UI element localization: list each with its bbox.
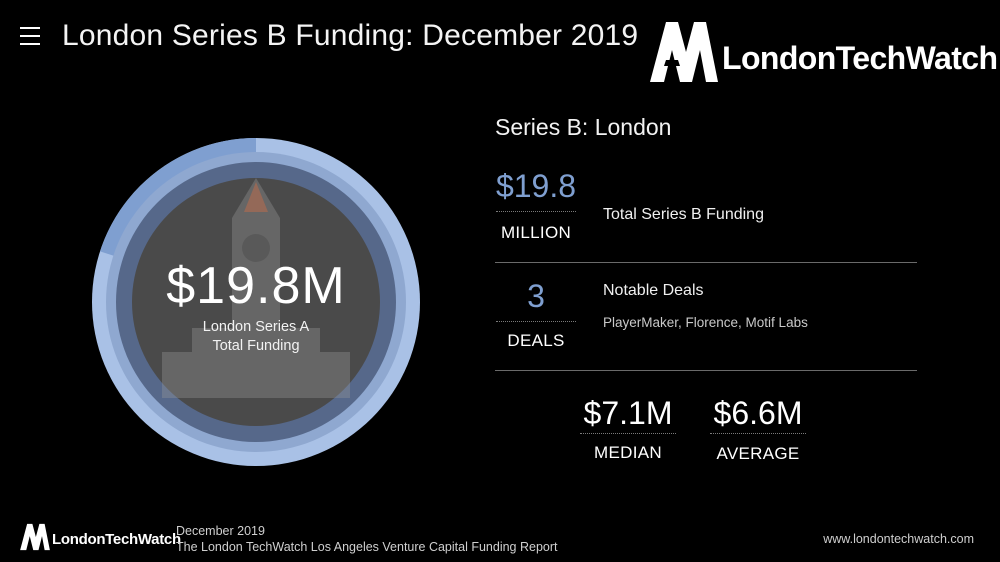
deals-description: Notable Deals (603, 282, 704, 299)
deals-dots (496, 321, 576, 322)
hamburger-menu-icon[interactable] (20, 27, 40, 49)
page-title: London Series B Funding: December 2019 (62, 19, 639, 52)
donut-label-line2: Total Funding (212, 338, 300, 354)
average-value: $6.6M (713, 395, 803, 431)
footer-brand-name: LondonTechWatch (52, 530, 181, 548)
funding-donut: $19.8M London Series A Total Funding (92, 138, 420, 466)
average-unit: AVERAGE (716, 444, 800, 463)
footer-report-title: The London TechWatch Los Angeles Venture… (176, 540, 558, 554)
deals-unit: DEALS (507, 331, 565, 350)
total-funding-dots (496, 211, 576, 212)
aw-monogram-icon (650, 22, 718, 82)
total-funding-number: $19.8 (495, 168, 577, 204)
median-dots (580, 433, 676, 434)
footer-url-link[interactable]: www.londontechwatch.com (823, 532, 974, 546)
median-unit: MEDIAN (594, 443, 662, 462)
divider-1 (495, 262, 917, 263)
brand-logo[interactable]: LondonTechWatch (650, 20, 998, 84)
deals-number: 3 (527, 278, 545, 314)
total-funding-description: Total Series B Funding (603, 206, 764, 223)
divider-2 (495, 370, 917, 371)
donut-label: London Series A Total Funding (92, 318, 420, 356)
donut-total-amount: $19.8M (166, 257, 346, 315)
footer-logo[interactable]: LondonTechWatch (20, 522, 181, 552)
total-funding-unit: MILLION (500, 223, 572, 242)
average-dots (710, 433, 806, 434)
section-heading: Series B: London (495, 114, 672, 140)
aw-monogram-icon-small (20, 523, 50, 551)
donut-label-line1: London Series A (202, 319, 310, 335)
median-value: $7.1M (583, 395, 673, 431)
footer-date: December 2019 (176, 524, 265, 538)
donut-chart (92, 138, 420, 466)
deals-companies: PlayerMaker, Florence, Motif Labs (603, 315, 808, 330)
brand-name: LondonTechWatch (722, 39, 998, 76)
